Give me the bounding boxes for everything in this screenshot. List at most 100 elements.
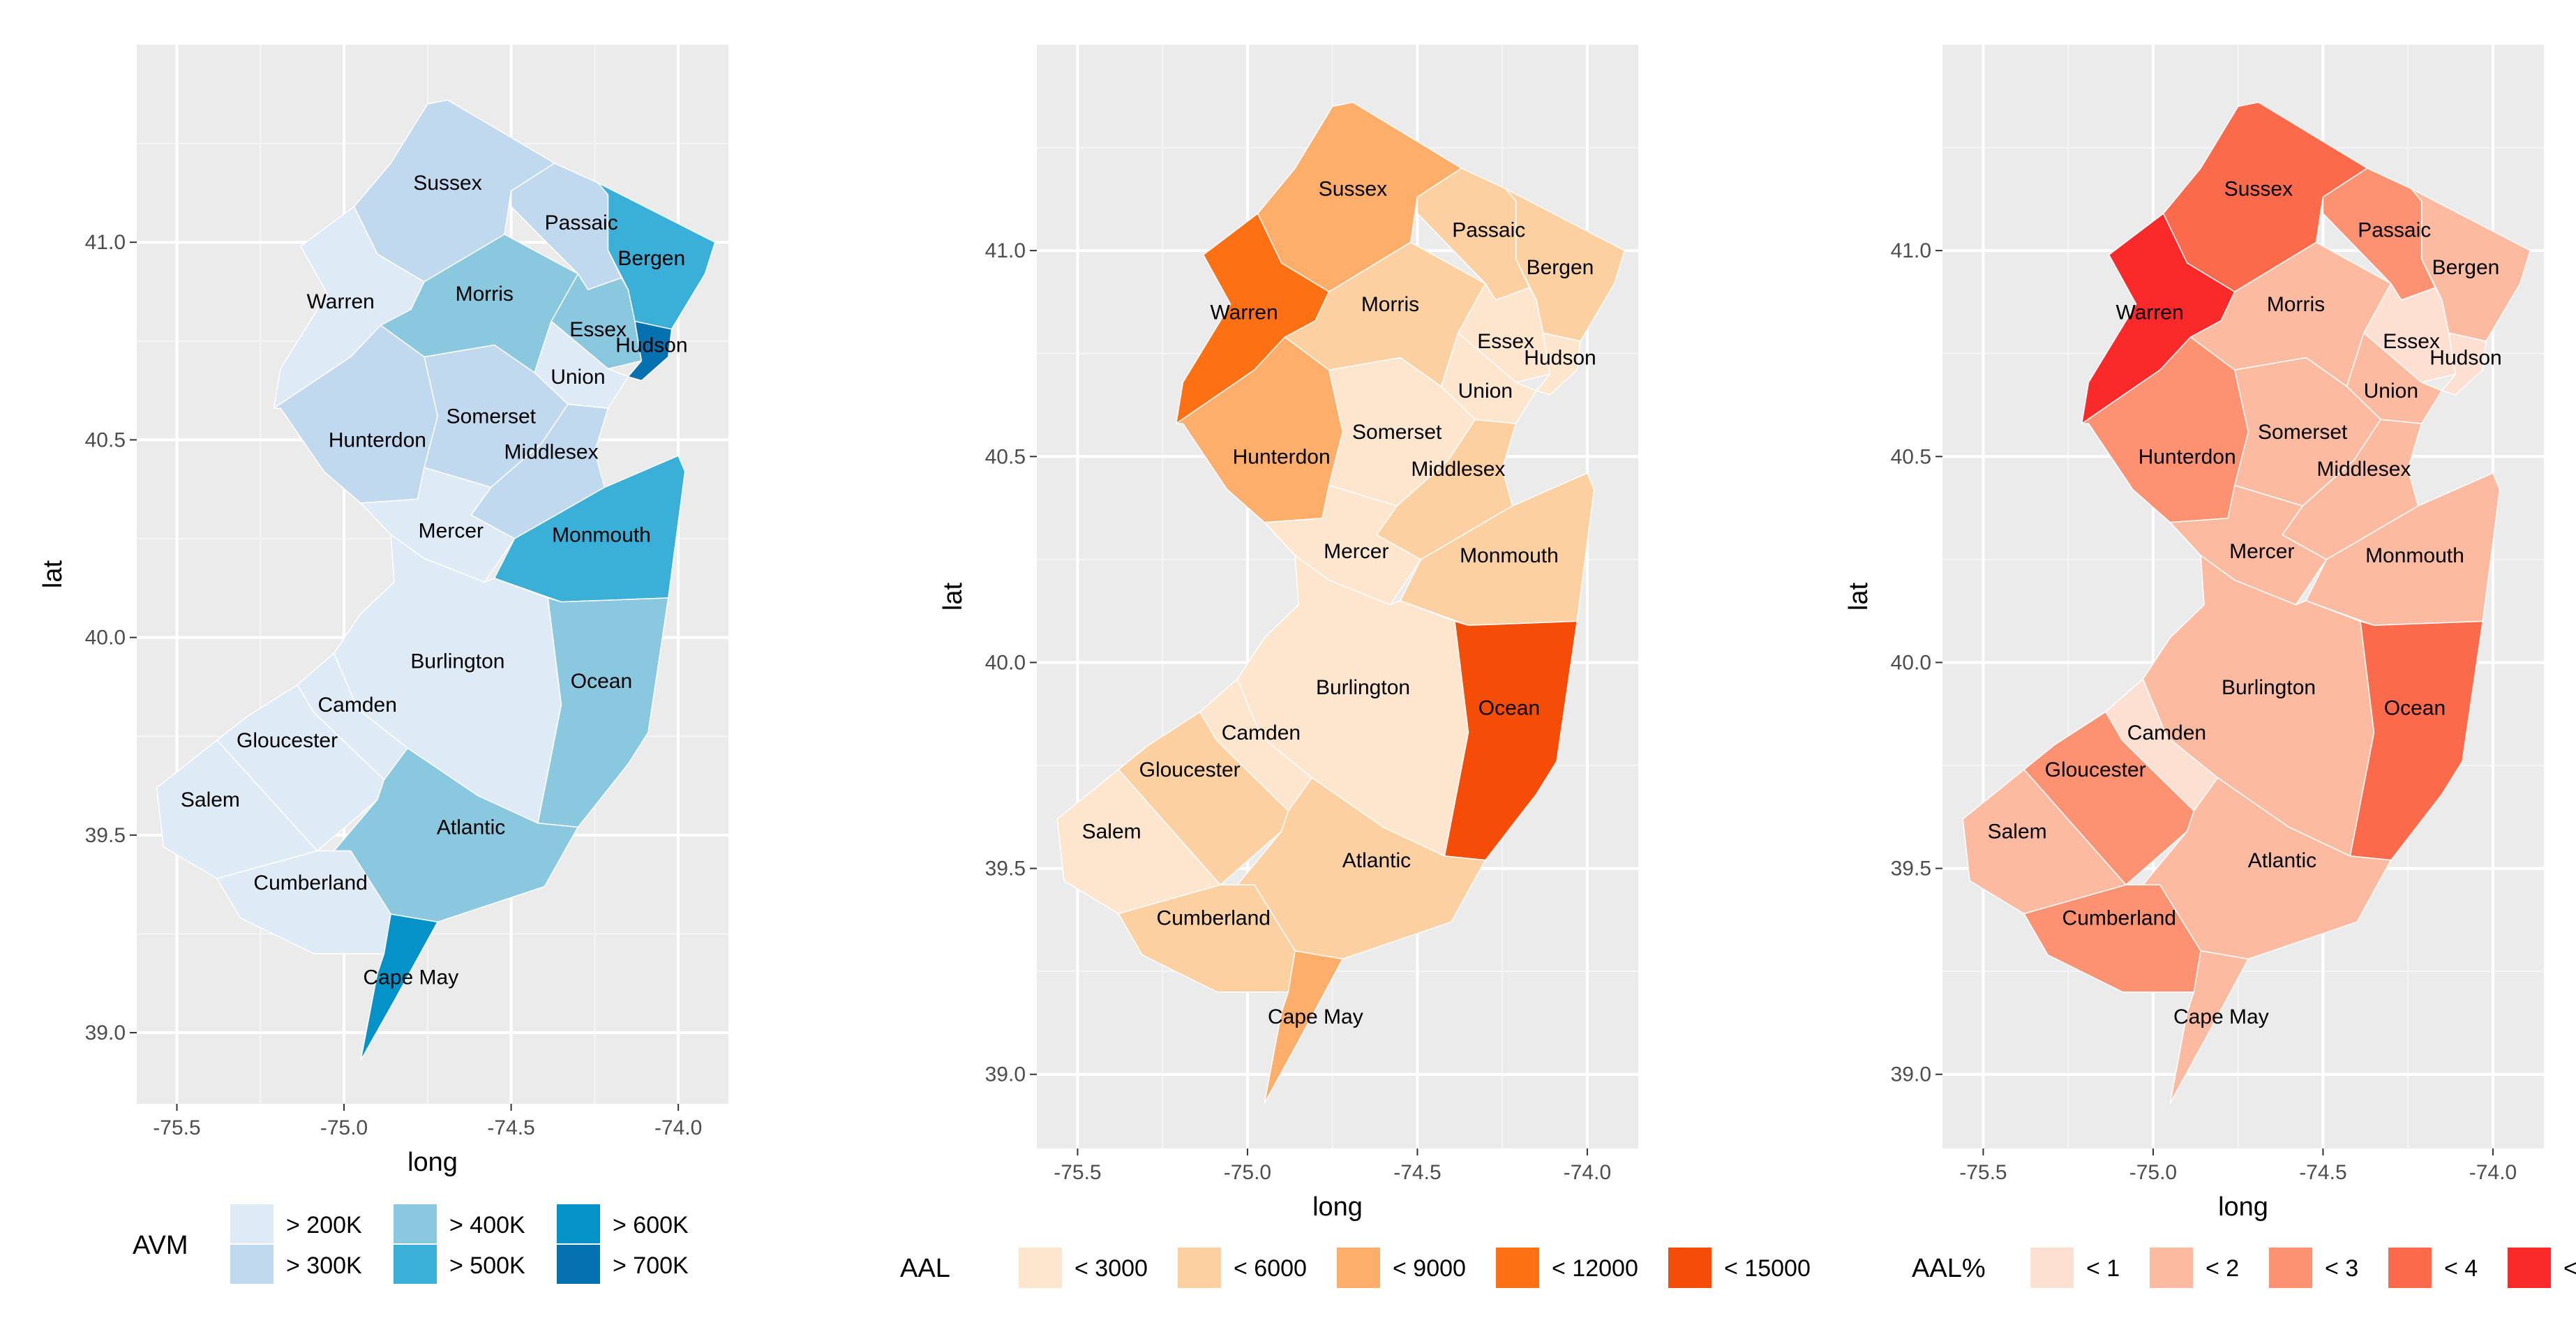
legend-swatch [394, 1204, 437, 1243]
x-tick-label: -75.5 [1959, 1161, 2007, 1184]
county-label-cape-may: Cape May [1268, 1005, 1363, 1028]
legend-swatch [230, 1245, 274, 1284]
legend-swatch [557, 1245, 600, 1284]
legend-swatch [2388, 1248, 2432, 1288]
county-label-somerset: Somerset [447, 405, 537, 428]
y-tick-label: 39.0 [985, 1063, 1026, 1086]
y-axis-title: lat [938, 582, 968, 611]
county-label-union: Union [2364, 380, 2418, 403]
county-label-essex: Essex [2383, 330, 2440, 353]
county-label-salem: Salem [181, 788, 240, 811]
legend-label: < 3 [2325, 1255, 2358, 1282]
county-label-hunterdon: Hunterdon [2139, 445, 2236, 468]
county-label-mercer: Mercer [419, 520, 484, 543]
x-tick-label: -75.0 [1224, 1161, 1271, 1184]
county-label-morris: Morris [1361, 293, 1419, 316]
county-label-hunterdon: Hunterdon [1233, 445, 1331, 468]
county-label-monmouth: Monmouth [2365, 544, 2464, 567]
county-label-bergen: Bergen [617, 247, 685, 270]
legend-title: AAL% [1912, 1254, 1986, 1283]
legend-swatch [2269, 1248, 2312, 1288]
county-label-camden: Camden [1222, 721, 1301, 744]
county-label-union: Union [1458, 380, 1513, 403]
county-label-burlington: Burlington [410, 650, 504, 673]
county-label-morris: Morris [456, 283, 514, 306]
county-label-monmouth: Monmouth [552, 523, 651, 546]
x-axis-title: long [1312, 1192, 1363, 1222]
county-label-sussex: Sussex [413, 172, 481, 195]
county-label-essex: Essex [569, 318, 627, 341]
legend-label: < 1 [2086, 1255, 2120, 1282]
legend-label: > 700K [613, 1252, 689, 1279]
legend-label: < 4 [2444, 1255, 2478, 1282]
x-tick-label: -75.0 [320, 1116, 368, 1139]
y-axis-title: lat [38, 560, 68, 588]
x-axis-title: long [407, 1148, 458, 1177]
county-label-camden: Camden [2127, 721, 2206, 744]
county-hudson [1536, 332, 1581, 396]
legend-label: < 6 [2563, 1255, 2576, 1282]
legend-swatch [557, 1204, 600, 1243]
county-label-bergen: Bergen [2432, 256, 2500, 279]
county-label-mercer: Mercer [2229, 540, 2294, 563]
y-tick-label: 39.5 [85, 824, 126, 847]
county-label-camden: Camden [318, 694, 397, 717]
county-cape-may [360, 913, 438, 1061]
county-label-warren: Warren [307, 290, 375, 313]
county-label-sussex: Sussex [1319, 178, 1387, 201]
legend-swatch [1668, 1248, 1712, 1288]
county-label-hudson: Hudson [615, 334, 687, 357]
legend-label: > 400K [449, 1212, 525, 1238]
y-tick-label: 40.5 [985, 445, 1026, 468]
x-tick-label: -74.5 [487, 1116, 534, 1139]
y-tick-label: 39.0 [85, 1021, 126, 1045]
county-label-hunterdon: Hunterdon [329, 428, 426, 451]
county-label-burlington: Burlington [1316, 676, 1410, 699]
y-tick-label: 41.0 [985, 239, 1026, 262]
county-label-bergen: Bergen [1527, 256, 1594, 279]
legend-swatch [1337, 1248, 1380, 1288]
county-cape-may [2169, 950, 2249, 1104]
legend-swatch [1178, 1248, 1221, 1288]
y-axis-title: lat [1844, 582, 1873, 611]
county-label-ocean: Ocean [1478, 696, 1540, 719]
county-label-union: Union [551, 366, 605, 389]
legend-label: < 9000 [1393, 1255, 1466, 1282]
legend-label: < 15000 [1724, 1255, 1811, 1282]
x-tick-label: -75.5 [1054, 1161, 1101, 1184]
legend-2: AAL < 3000 < 6000 < 9000 < 12000 < 15000 [900, 1248, 1811, 1288]
county-label-cape-may: Cape May [363, 966, 458, 989]
x-tick-label: -74.5 [2299, 1161, 2346, 1184]
legend-label: > 300K [286, 1252, 362, 1279]
legend-label: < 12000 [1552, 1255, 1638, 1282]
legend-label: < 3000 [1074, 1255, 1148, 1282]
county-label-middlesex: Middlesex [504, 440, 599, 463]
legend-swatch [230, 1204, 274, 1243]
x-tick-label: -75.5 [153, 1116, 200, 1139]
county-label-gloucester: Gloucester [237, 729, 338, 752]
county-label-burlington: Burlington [2222, 676, 2316, 699]
county-label-salem: Salem [1082, 820, 1141, 843]
county-label-cumberland: Cumberland [1157, 906, 1271, 929]
legend-3: AAL% < 1 < 2 < 3 < 4 < 6 [1912, 1248, 2576, 1288]
county-label-ocean: Ocean [571, 670, 632, 693]
legend-1: AVM > 200K > 300K > 400K > 500K > 600K > 700K [133, 1204, 689, 1284]
legend-swatch [2150, 1248, 2193, 1288]
county-label-passaic: Passaic [1452, 219, 1525, 242]
y-tick-label: 40.0 [1891, 651, 1931, 674]
county-label-atlantic: Atlantic [1342, 849, 1411, 872]
county-label-cape-may: Cape May [2173, 1005, 2269, 1028]
county-label-atlantic: Atlantic [2248, 849, 2316, 872]
county-label-warren: Warren [2116, 301, 2183, 324]
county-cumberland [1118, 884, 1296, 993]
county-label-ocean: Ocean [2384, 696, 2446, 719]
county-label-gloucester: Gloucester [2045, 758, 2146, 781]
y-tick-label: 40.0 [985, 651, 1026, 674]
county-gloucester [2023, 711, 2195, 885]
county-cape-may [1264, 950, 1344, 1104]
y-tick-label: 40.5 [85, 428, 126, 451]
county-label-somerset: Somerset [1352, 421, 1442, 444]
county-label-gloucester: Gloucester [1139, 758, 1241, 781]
